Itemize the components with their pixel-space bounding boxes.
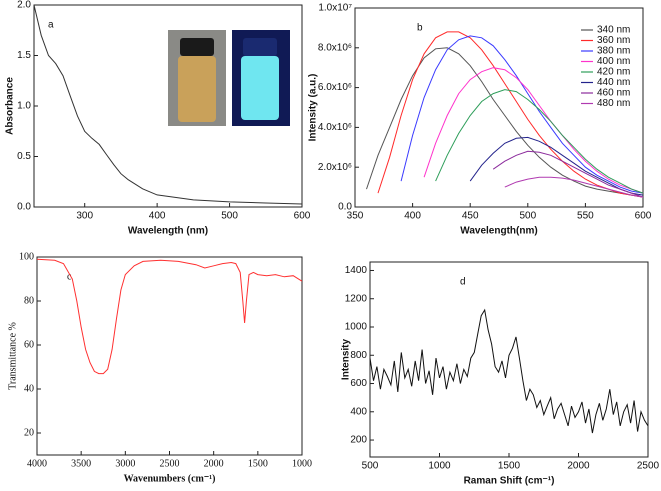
- x-axis-label: Raman Shift (cm⁻¹): [464, 476, 555, 487]
- y-tick-label: 600: [350, 378, 367, 389]
- y-tick-label: 80: [24, 295, 34, 306]
- y-tick-label: 40: [24, 383, 34, 394]
- inset-photos: [168, 30, 290, 126]
- x-tick-label: 500: [519, 211, 536, 222]
- x-axis-label: Wavenumbers (cm⁻¹): [124, 473, 216, 484]
- plot-frame: [36, 256, 303, 456]
- legend-label: 420 nm: [597, 67, 630, 78]
- data-line: [369, 308, 649, 434]
- y-tick-label: 100: [19, 251, 34, 262]
- y-tick-label: 4.0x10⁶: [318, 122, 352, 133]
- x-tick-label: 600: [635, 211, 652, 222]
- y-tick-label: 1.0: [17, 101, 31, 112]
- panel: 500 1000 1500 2000 2500 200 400 600 800 1000 1200 1…: [341, 261, 660, 487]
- x-axis-label: Wavelength(nm): [460, 226, 537, 237]
- x-tick-label: 500: [362, 461, 379, 472]
- bottle-cap: [243, 38, 277, 56]
- legend-label: 440 nm: [597, 77, 630, 88]
- y-tick-label: 1200: [345, 293, 368, 304]
- x-tick-label: 500: [221, 211, 238, 222]
- legend-label: 340 nm: [597, 25, 630, 36]
- data-line: [423, 67, 644, 194]
- x-tick-label: 2500: [160, 458, 180, 469]
- y-tick-label: 0.5: [17, 151, 31, 162]
- y-axis-label: Transmittance %: [7, 322, 18, 390]
- x-axis-label: Wavelength (nm): [128, 226, 208, 237]
- bottle: [178, 56, 216, 122]
- legend-label: 380 nm: [597, 46, 630, 57]
- y-tick-label: 1400: [345, 265, 368, 276]
- bottle-glow: [241, 56, 279, 120]
- y-tick-label: 1.0x10⁷: [318, 3, 352, 14]
- y-tick-label: 1.5: [17, 50, 31, 61]
- bottle-cap: [180, 38, 214, 56]
- y-tick-label: 1000: [345, 322, 368, 333]
- y-tick-label: 6.0x10⁶: [318, 82, 352, 93]
- panel-letter: c: [67, 271, 72, 282]
- panel: 300 400 500 600 0.0 0.5 1.0 1.5 2.0 Wavelength (n…: [5, 0, 311, 237]
- x-tick-label: 3500: [71, 458, 91, 469]
- data-line: [377, 31, 644, 198]
- y-axis-label: Intensity (a.u.): [308, 74, 319, 142]
- plot-frame: [369, 261, 649, 458]
- x-tick-label: 600: [294, 211, 311, 222]
- legend-label: 480 nm: [597, 98, 630, 109]
- legend-label: 460 nm: [597, 88, 630, 99]
- data-line: [492, 150, 644, 198]
- y-tick-label: 0.0: [17, 202, 31, 213]
- x-tick-label: 350: [347, 211, 364, 222]
- panel-letter: a: [48, 20, 54, 31]
- data-line: [504, 176, 644, 198]
- y-tick-label: 8.0x10⁶: [318, 42, 352, 53]
- x-tick-label: 400: [404, 211, 421, 222]
- x-tick-label: 300: [76, 211, 93, 222]
- legend-label: 400 nm: [597, 56, 630, 67]
- y-tick-label: 0.0: [338, 202, 352, 213]
- data-line: [33, 4, 303, 205]
- panel-letter: b: [417, 23, 423, 34]
- data-line: [435, 89, 644, 194]
- y-tick-label: 800: [350, 350, 367, 361]
- y-tick-label: 400: [350, 406, 367, 417]
- data-line: [366, 47, 644, 198]
- y-tick-label: 2.0: [17, 0, 31, 11]
- panel: 4000 3500 3000 2500 2000 1500 1000 20 40 60 80 100 W…: [7, 251, 312, 484]
- panel-letter: d: [460, 277, 466, 288]
- x-tick-label: 550: [577, 211, 594, 222]
- x-tick-label: 3000: [115, 458, 135, 469]
- data-line: [36, 258, 303, 375]
- y-tick-label: 60: [24, 339, 34, 350]
- x-tick-label: 1000: [428, 461, 451, 472]
- panel: 350 400 450 500 550 600 0.0 2.0x10⁶ 4.0x10⁶ 6.0x1…: [308, 3, 652, 237]
- y-tick-label: 20: [24, 427, 34, 438]
- x-tick-label: 1500: [498, 461, 521, 472]
- x-tick-label: 2000: [204, 458, 224, 469]
- x-tick-label: 400: [149, 211, 166, 222]
- y-axis-label: Absorbance: [5, 77, 16, 135]
- plot-frame: [354, 7, 644, 208]
- x-tick-label: 2500: [637, 461, 660, 472]
- y-axis-label: Intensity: [341, 339, 352, 381]
- y-tick-label: 2.0x10⁶: [318, 162, 352, 173]
- x-tick-label: 450: [462, 211, 479, 222]
- x-tick-label: 1500: [248, 458, 268, 469]
- y-tick-label: 200: [350, 435, 367, 446]
- legend-label: 360 nm: [597, 35, 630, 46]
- x-tick-label: 1000: [292, 458, 312, 469]
- data-line: [469, 136, 644, 196]
- x-tick-label: 2000: [567, 461, 590, 472]
- data-line: [400, 35, 644, 194]
- x-tick-label: 4000: [27, 458, 47, 469]
